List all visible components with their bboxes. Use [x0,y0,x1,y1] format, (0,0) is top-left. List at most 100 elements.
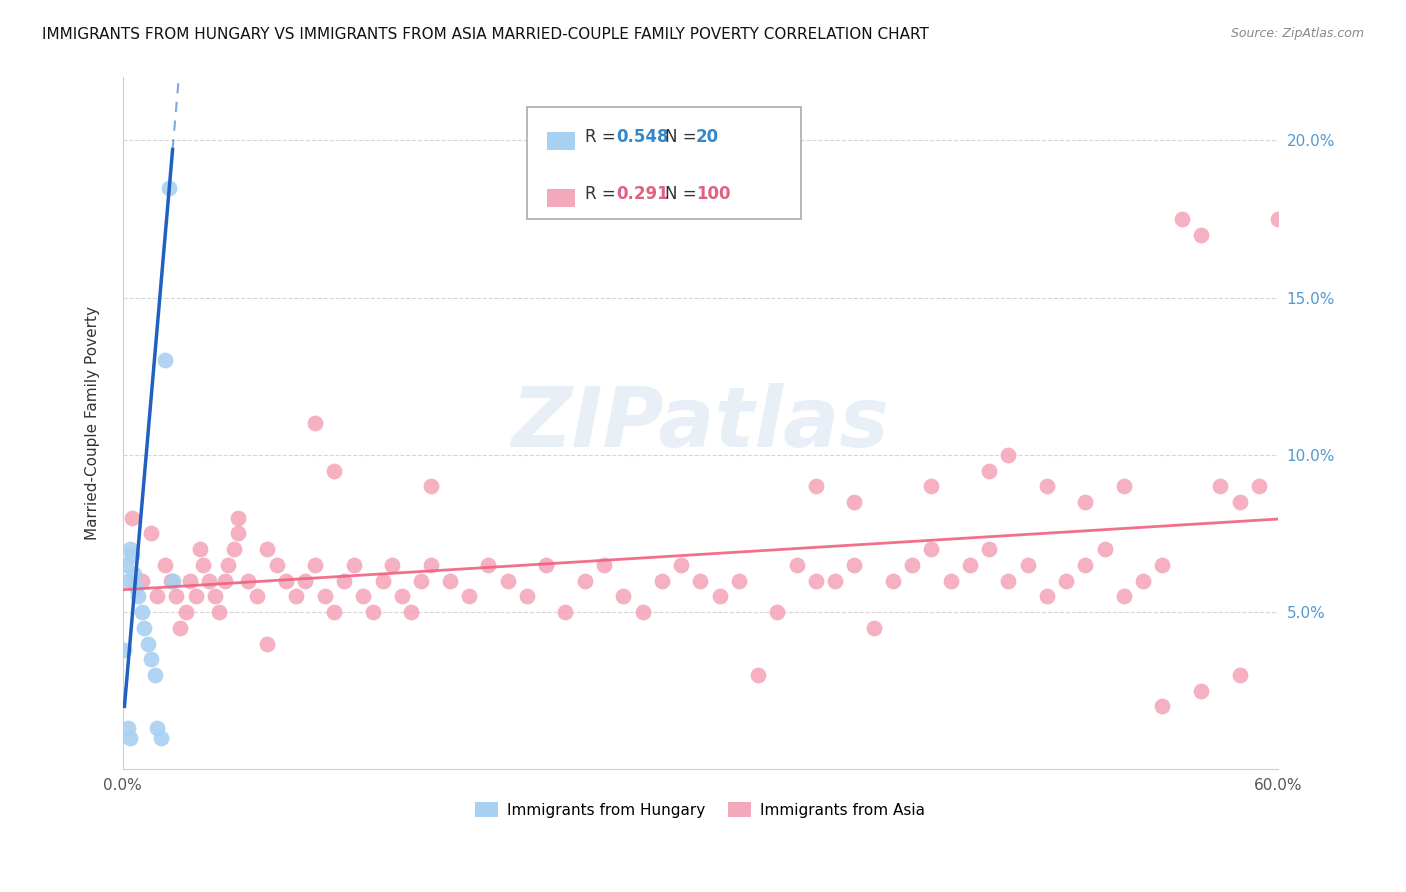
Point [1036,479,1059,493]
Point [786,558,808,572]
Point [256,636,278,650]
Point [120,731,142,745]
Point [1247,479,1270,493]
Point [458,590,481,604]
Point [901,558,924,572]
Point [323,605,346,619]
Point [266,558,288,572]
Point [997,574,1019,588]
Point [997,448,1019,462]
Point [1152,699,1174,714]
Point [226,526,249,541]
Point [401,605,423,619]
Point [352,590,374,604]
Point [204,590,226,604]
Point [371,574,394,588]
Point [1112,590,1135,604]
Point [131,605,153,619]
Point [959,558,981,572]
Point [208,605,231,619]
Text: ZIPatlas: ZIPatlas [512,383,889,464]
Point [125,580,148,594]
Point [179,574,201,588]
Point [1132,574,1154,588]
Point [804,574,827,588]
Point [1189,683,1212,698]
Point [631,605,654,619]
Point [882,574,904,588]
Point [381,558,404,572]
Point [184,590,207,604]
Point [824,574,846,588]
Text: IMMIGRANTS FROM HUNGARY VS IMMIGRANTS FROM ASIA MARRIED-COUPLE FAMILY POVERTY CO: IMMIGRANTS FROM HUNGARY VS IMMIGRANTS FR… [42,27,929,42]
Y-axis label: Married-Couple Family Poverty: Married-Couple Family Poverty [86,306,100,541]
Point [477,558,499,572]
Point [1054,574,1077,588]
Point [939,574,962,588]
Point [150,731,173,745]
Point [117,722,139,736]
Point [217,558,239,572]
Point [131,574,153,588]
Point [920,542,942,557]
Point [1017,558,1039,572]
Point [554,605,576,619]
Point [1074,558,1097,572]
Point [439,574,461,588]
Point [146,722,169,736]
Text: N =: N = [665,128,702,146]
Point [188,542,211,557]
Point [1267,211,1289,226]
Point [159,574,181,588]
Point [333,574,356,588]
Point [1036,590,1059,604]
Text: 0.548: 0.548 [616,128,668,146]
Point [516,590,538,604]
Point [979,542,1001,557]
Point [496,574,519,588]
Point [409,574,432,588]
Point [862,621,884,635]
Point [844,495,866,509]
Point [727,574,749,588]
Point [146,590,169,604]
Point [143,668,166,682]
Point [1189,227,1212,242]
Point [169,621,191,635]
Point [256,542,278,557]
Point [121,510,143,524]
Point [127,590,149,604]
Point [141,526,163,541]
Point [114,642,136,657]
Point [122,567,145,582]
Point [284,590,307,604]
Point [115,558,138,572]
Point [193,558,215,572]
Point [804,479,827,493]
Point [236,574,259,588]
Point [689,574,711,588]
Point [120,542,142,557]
Point [162,574,184,588]
Point [153,353,176,368]
Point [391,590,413,604]
Point [534,558,557,572]
Text: 20: 20 [696,128,718,146]
Text: Source: ZipAtlas.com: Source: ZipAtlas.com [1230,27,1364,40]
Point [419,479,441,493]
Point [304,417,326,431]
Point [1112,479,1135,493]
Point [612,590,634,604]
Point [153,558,176,572]
Point [276,574,298,588]
Point [669,558,692,572]
Point [224,542,246,557]
Point [226,510,249,524]
Legend: Immigrants from Hungary, Immigrants from Asia: Immigrants from Hungary, Immigrants from… [470,796,932,824]
Point [157,180,180,194]
Point [165,590,187,604]
Text: N =: N = [665,186,702,203]
Point [844,558,866,572]
Point [1229,668,1251,682]
Point [766,605,789,619]
